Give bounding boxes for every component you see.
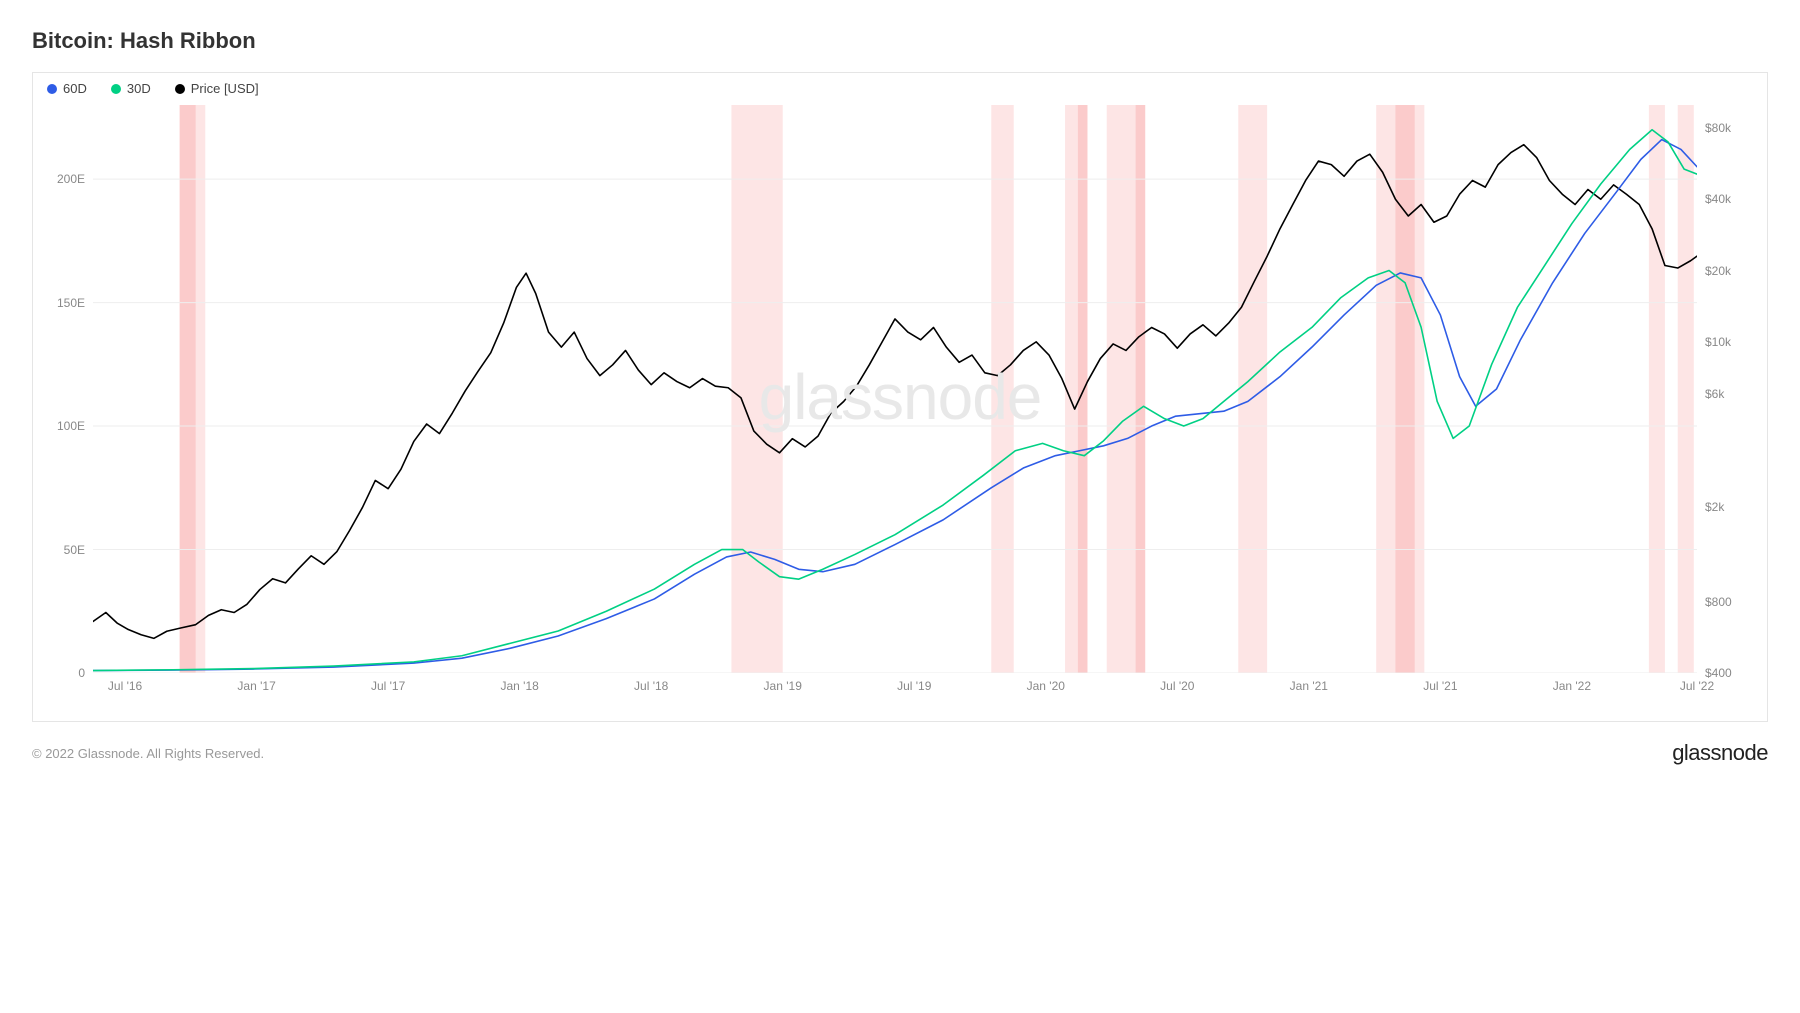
legend-dot-price <box>175 84 185 94</box>
y-right-tick: $40k <box>1705 192 1731 206</box>
brand-logo: glassnode <box>1672 740 1768 766</box>
x-tick: Jul '21 <box>1423 679 1457 693</box>
y-left-tick: 200E <box>57 172 85 186</box>
price-line <box>93 145 1697 639</box>
legend-label-30d: 30D <box>127 81 151 96</box>
y-right-tick: $400 <box>1705 666 1732 680</box>
x-tick: Jul '18 <box>634 679 668 693</box>
x-tick: Jul '17 <box>371 679 405 693</box>
chart-title: Bitcoin: Hash Ribbon <box>32 28 1768 54</box>
y-right-tick: $80k <box>1705 121 1731 135</box>
y-left-tick: 0 <box>78 666 85 680</box>
capitulation-band <box>731 105 782 673</box>
capitulation-band <box>1678 105 1694 673</box>
x-tick: Jan '18 <box>500 679 538 693</box>
y-left-tick: 150E <box>57 296 85 310</box>
legend: 60D 30D Price [USD] <box>47 81 259 96</box>
x-tick: Jan '21 <box>1290 679 1328 693</box>
y-right-tick: $2k <box>1705 500 1724 514</box>
legend-dot-60d <box>47 84 57 94</box>
capitulation-band <box>1376 105 1395 673</box>
legend-label-price: Price [USD] <box>191 81 259 96</box>
y-right-tick: $10k <box>1705 335 1731 349</box>
capitulation-band <box>180 105 196 673</box>
legend-item-30d[interactable]: 30D <box>111 81 151 96</box>
chart-svg <box>93 105 1697 673</box>
y-right-tick: $6k <box>1705 387 1724 401</box>
y-axis-right: $400$800$2k$6k$10k$20k$40k$80k <box>1699 105 1767 673</box>
capitulation-band <box>1078 105 1088 673</box>
x-tick: Jan '22 <box>1553 679 1591 693</box>
series-30d-line <box>93 130 1697 671</box>
x-tick: Jul '22 <box>1680 679 1714 693</box>
series-60d-line <box>93 140 1697 671</box>
x-tick: Jan '20 <box>1027 679 1065 693</box>
x-tick: Jul '20 <box>1160 679 1194 693</box>
plot-area <box>93 105 1697 673</box>
legend-item-60d[interactable]: 60D <box>47 81 87 96</box>
capitulation-band <box>1107 105 1136 673</box>
x-tick: Jul '19 <box>897 679 931 693</box>
capitulation-band <box>1415 105 1425 673</box>
y-left-tick: 50E <box>64 543 85 557</box>
legend-dot-30d <box>111 84 121 94</box>
capitulation-band <box>1395 105 1414 673</box>
x-tick: Jan '19 <box>764 679 802 693</box>
x-axis: Jul '16 Jan '17 Jul '17 Jan '18 Jul '18 Jan '… <box>93 679 1697 699</box>
y-left-tick: 100E <box>57 419 85 433</box>
legend-label-60d: 60D <box>63 81 87 96</box>
y-right-tick: $800 <box>1705 595 1732 609</box>
footer: © 2022 Glassnode. All Rights Reserved. g… <box>32 740 1768 766</box>
y-axis-left: 050E100E150E200E <box>33 105 91 673</box>
y-right-tick: $20k <box>1705 264 1731 278</box>
x-tick: Jul '16 <box>108 679 142 693</box>
x-tick: Jan '17 <box>237 679 275 693</box>
capitulation-band <box>1136 105 1146 673</box>
capitulation-band <box>1649 105 1665 673</box>
legend-item-price[interactable]: Price [USD] <box>175 81 259 96</box>
copyright-text: © 2022 Glassnode. All Rights Reserved. <box>32 746 264 761</box>
capitulation-band <box>196 105 206 673</box>
capitulation-band <box>991 105 1013 673</box>
chart-frame: 60D 30D Price [USD] glassnode 050E100E15… <box>32 72 1768 722</box>
